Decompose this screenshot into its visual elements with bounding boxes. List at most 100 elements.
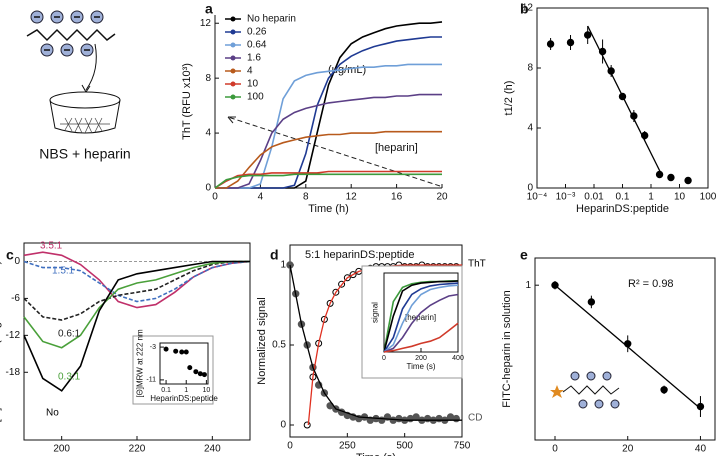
series-line: [23, 260, 250, 392]
data-point: [546, 40, 555, 48]
data-point: [197, 371, 203, 377]
y-tick-label: 12: [200, 18, 212, 29]
x-tick-label: 20: [436, 192, 448, 203]
y-tick-label: 1: [280, 260, 286, 271]
series-line: [23, 251, 251, 309]
y-tick-label: -6: [11, 293, 20, 304]
panel-letter: c: [6, 247, 14, 263]
legend-marker: [230, 29, 236, 35]
y-tick-label: 1: [525, 280, 531, 291]
x-tick-label: 100: [700, 192, 717, 203]
series-line: [383, 280, 459, 353]
x-tick-label: 0: [382, 355, 386, 362]
series-label: 0.3:1: [58, 372, 81, 383]
y-axis-label: signal: [371, 302, 380, 323]
data-point: [587, 298, 596, 306]
x-tick-label: 16: [391, 192, 403, 203]
panel-letter: a: [205, 1, 213, 17]
data-point: [667, 173, 675, 182]
panel-letter: b: [520, 1, 529, 17]
legend-marker: [230, 81, 236, 87]
y-tick-label: 0: [205, 183, 211, 194]
series-label: No: [46, 408, 59, 419]
annotation: R² = 0.98: [628, 278, 674, 290]
data-point: [684, 176, 692, 185]
y-axis-label: [Θ]MRW at 222 nm: [136, 329, 145, 398]
x-tick-label: 1: [184, 387, 188, 394]
data-point: [566, 38, 575, 47]
x-tick-label: 220: [129, 444, 146, 455]
series-label: 3.5:1: [40, 241, 63, 252]
x-tick-label: 40: [695, 444, 707, 455]
x-tick-label: 8: [303, 192, 309, 203]
legend-label: 0.64: [247, 40, 267, 51]
legend-label: 0.26: [247, 27, 267, 38]
y-tick-label: 0: [527, 183, 533, 194]
series-label: 0.6:1: [58, 329, 81, 340]
y-tick-label: -3: [150, 344, 156, 351]
x-tick-label: 240: [204, 444, 221, 455]
x-tick-label: 750: [454, 441, 471, 452]
series-line: [383, 293, 459, 353]
y-axis-label: ThT (RFU x10³): [181, 63, 193, 140]
series-line: [383, 282, 459, 353]
legend-label: 4: [247, 66, 253, 77]
charges: [570, 371, 620, 409]
series-line: [215, 36, 442, 189]
data-point: [624, 340, 632, 348]
y-tick-label: 12: [522, 3, 534, 14]
y-axis-label: FITC-heparin in solution: [501, 290, 513, 407]
legend-marker: [230, 55, 236, 61]
heparin-arrow-head: [227, 116, 236, 124]
data-point: [583, 31, 592, 39]
x-tick-label: 200: [53, 444, 70, 455]
chart-title: 5:1 heparinDS:peptide: [305, 249, 414, 261]
x-tick-label: 0: [212, 192, 218, 203]
series-label: 1.5:1: [52, 266, 75, 277]
plot-frame: [159, 342, 209, 385]
y-tick-label: 0: [14, 256, 20, 267]
x-tick-label: 250: [339, 441, 356, 452]
data-point: [193, 369, 199, 375]
x-tick-label: 1: [648, 192, 654, 203]
plot-frame: [534, 257, 716, 441]
charge: [594, 399, 604, 409]
data-point: [163, 346, 169, 352]
peptide-chain: [562, 385, 620, 395]
y-tick-label: 4: [527, 123, 533, 134]
star: [550, 385, 564, 398]
data-point: [201, 372, 207, 378]
minus-signs: [34, 16, 100, 51]
series-line: [214, 170, 442, 189]
x-axis-label: λ (nm): [121, 455, 152, 456]
series-line: [23, 260, 251, 303]
legend-label: 1.6: [247, 53, 261, 64]
charge: [570, 371, 580, 381]
x-tick-label: 0.1: [161, 387, 171, 394]
legend-label: 100: [247, 92, 264, 103]
x-tick-label: 400: [452, 355, 464, 362]
x-axis-label: Time (s): [406, 362, 435, 371]
data-point: [187, 365, 193, 371]
x-tick-label: 0.1: [616, 192, 630, 203]
y-axis-label: [Θ]MRW x 10⁻³ (deg cm² dmol⁻¹): [0, 261, 2, 423]
x-tick-label: 10⁻³: [556, 192, 576, 203]
y-tick-label: 8: [527, 63, 533, 74]
legend-marker: [230, 68, 236, 74]
data-point: [303, 421, 311, 429]
x-tick-label: 500: [396, 441, 413, 452]
y-tick-label: 4: [205, 128, 211, 139]
x-tick-label: 200: [415, 355, 427, 362]
legend-marker: [230, 16, 236, 22]
data-point: [183, 349, 189, 355]
y-tick-label: 0.5: [272, 340, 286, 351]
x-axis-label: Time (h): [308, 203, 349, 215]
series-line: [383, 322, 459, 353]
panel-letter: e: [520, 247, 528, 263]
x-tick-label: 10⁻⁴: [527, 192, 548, 203]
x-tick-label: 0: [287, 441, 293, 452]
charge: [610, 399, 620, 409]
y-tick-label: 0: [280, 420, 286, 431]
